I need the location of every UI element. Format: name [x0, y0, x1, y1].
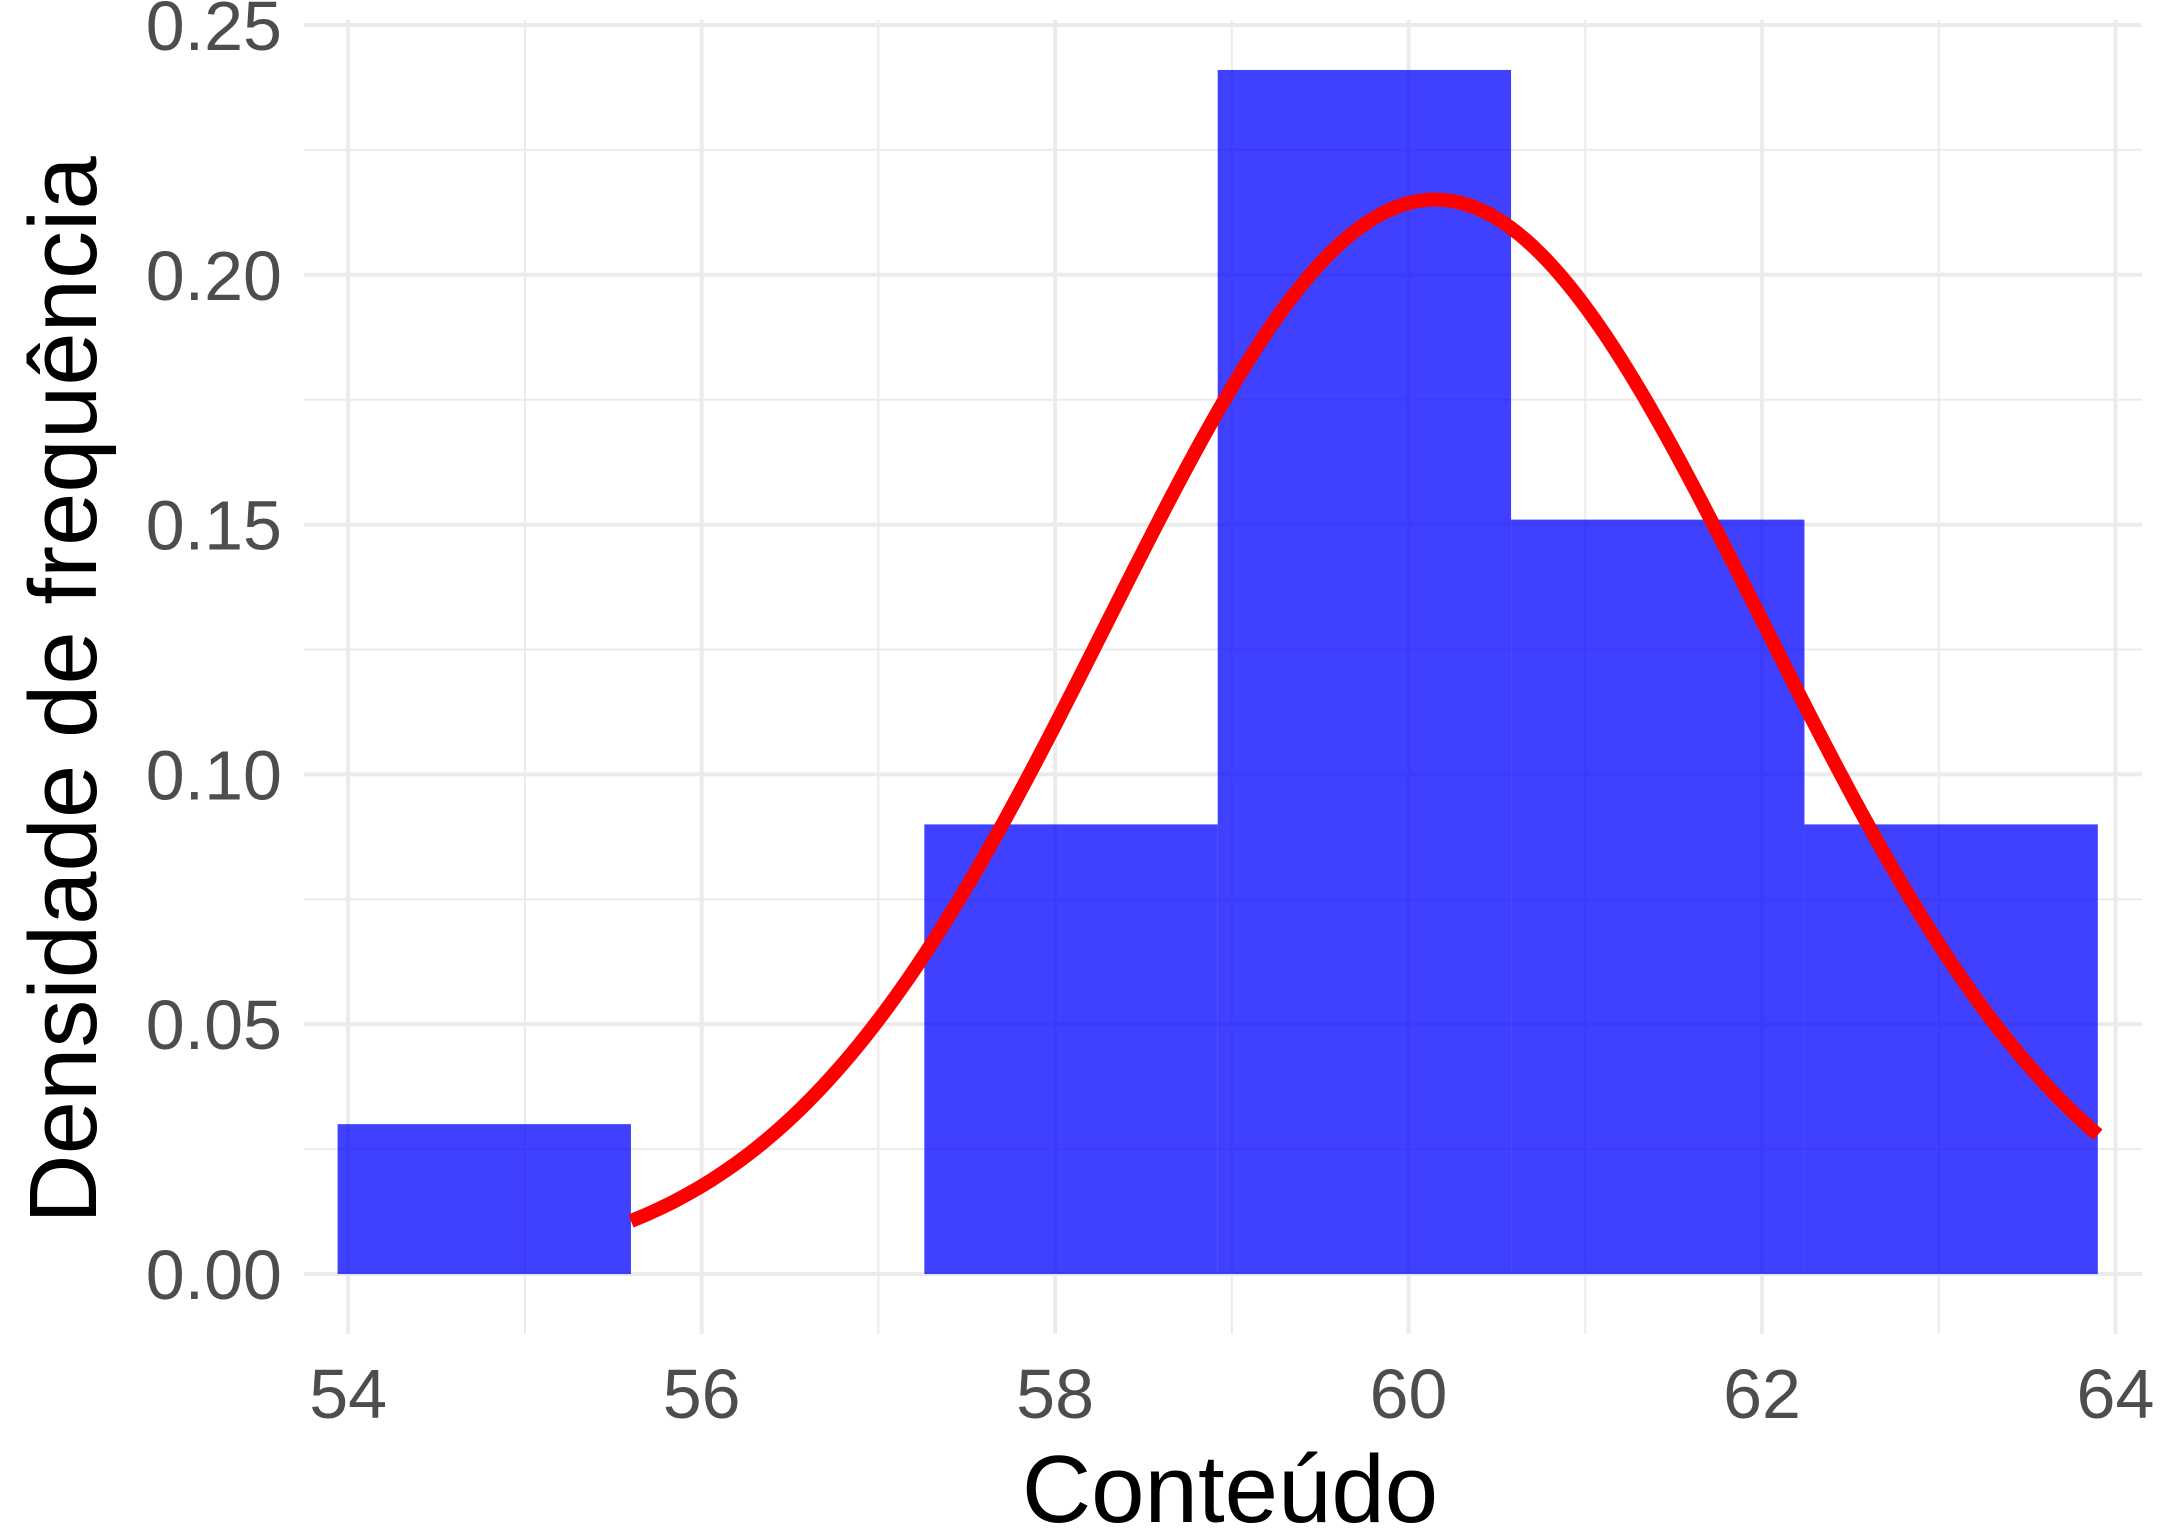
y-tick-label: 0.05	[146, 986, 282, 1064]
x-tick-label: 62	[1723, 1355, 1801, 1433]
y-tick-label: 0.20	[146, 237, 282, 315]
x-tick-label: 60	[1370, 1355, 1448, 1433]
y-tick-label: 0.15	[146, 487, 282, 565]
x-axis-tick-labels: 54 56 58 60 62 64	[309, 1355, 2154, 1433]
x-tick-label: 64	[2077, 1355, 2155, 1433]
histogram-bars	[337, 69, 2098, 1275]
histogram-bar	[1217, 69, 1512, 1275]
x-axis-title: Conteúdo	[1022, 1436, 1438, 1540]
histogram-bar	[1511, 519, 1805, 1275]
y-tick-label: 0.00	[146, 1236, 282, 1314]
x-tick-label: 54	[309, 1355, 387, 1433]
y-tick-label: 0.25	[146, 0, 282, 65]
histogram-bar	[924, 824, 1218, 1275]
y-axis-title: Densidade de frequência	[10, 156, 117, 1224]
y-axis-tick-labels: 0.00 0.05 0.10 0.15 0.20 0.25	[146, 0, 282, 1314]
x-tick-label: 58	[1016, 1355, 1094, 1433]
y-tick-label: 0.10	[146, 736, 282, 814]
histogram-bar	[1804, 824, 2098, 1275]
x-tick-label: 56	[663, 1355, 741, 1433]
histogram-bar	[337, 1124, 631, 1275]
normal-density-curve	[628, 192, 2103, 1228]
